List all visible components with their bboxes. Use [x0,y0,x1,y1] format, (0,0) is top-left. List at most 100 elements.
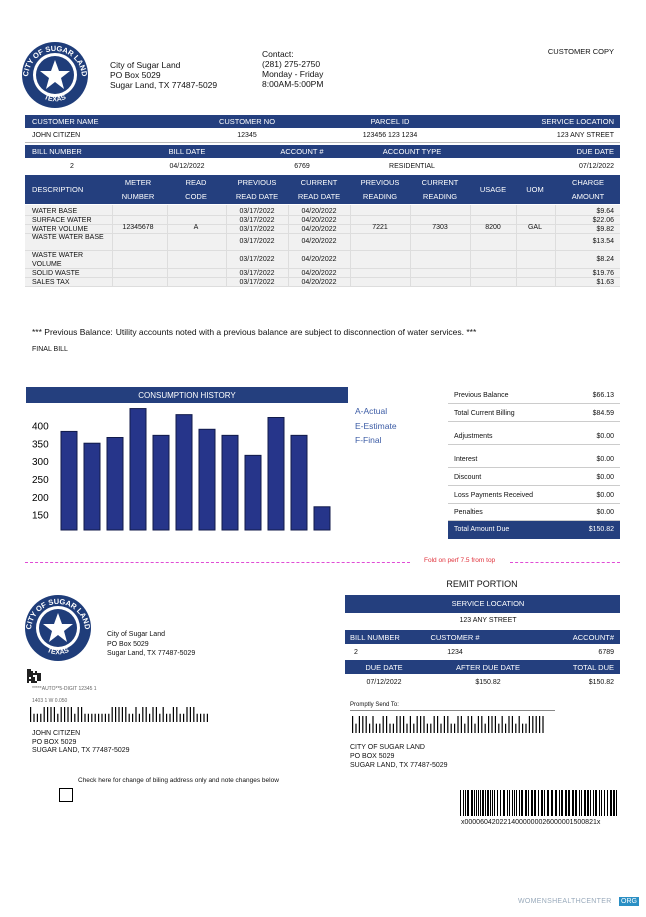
barcode-bar [535,716,537,733]
barcode-bar [40,713,42,722]
table-cell: 7303 [432,224,448,231]
table-cell: GAL [527,224,542,231]
summary-label: Interest [454,456,478,463]
column-rule [410,205,411,287]
column-header: BILL NUMBER [32,147,82,156]
notice-label: *** Previous Balance: [32,327,113,337]
barcode-bar [516,790,517,816]
route-line: 1403 1 W 0.050 [32,698,68,704]
barcode-bar [460,790,461,816]
barcode-bar [593,790,594,816]
summary-value: $0.00 [596,509,614,516]
fold-line [510,562,620,563]
auto-line: *****AUTO**5-DIGIT 12345 1 [32,686,97,692]
bar [175,414,193,531]
barcode-bar [613,790,615,816]
column-header: CUSTOMER NO [218,117,276,126]
column-header: AMOUNT [571,192,605,201]
table-cell: A [193,224,199,231]
table-cell: 03/17/2022 [239,216,275,224]
qr-cell [27,681,29,683]
barcode-bar [142,707,144,722]
column-header: AFTER DUE DATE [455,663,521,672]
copy-label: CUSTOMER COPY [547,47,614,56]
barcode-bar [409,716,411,733]
row-rule [25,215,620,216]
barcode-bar [67,707,69,722]
barcode-bar [362,716,364,733]
fold-line [25,562,410,563]
barcode-bar [478,790,479,816]
barcode-bar [169,713,171,722]
barcode-bar [189,707,191,722]
barcode-bar [464,723,466,733]
barcode-bar [423,716,425,733]
barcode-bar [488,716,490,733]
summary-rule [448,403,620,404]
column-rule [555,205,556,287]
table-cell: 123456 123 1234 [362,132,418,139]
barcode-bar [403,716,405,733]
barcode-bar [551,790,553,816]
barcode-bar [30,707,32,722]
amount-cell: $13.54 [592,238,614,245]
barcode-bar [101,713,103,722]
logo-star [40,60,70,89]
table-cell: 04/20/2022 [301,207,337,215]
barcode-bar [454,723,456,733]
barcode-bar [70,707,72,722]
bar [221,434,239,531]
sender-line: Sugar Land, TX 77487-5029 [107,650,196,657]
barcode-bar [590,790,591,816]
column-header: CURRENT [421,178,459,187]
qr-cell [29,679,31,681]
column-header: ACCOUNT # [280,147,324,156]
qr-cell [33,679,35,681]
barcode-bar [420,716,422,733]
barcode-bar [616,790,617,816]
barcode-bar [498,723,500,733]
barcode-bar [595,790,597,816]
checkbox-note: Check here for change of biling address … [78,777,279,784]
address-line: CITY OF SUGAR LAND [350,744,425,751]
barcode-bar [447,716,449,733]
table-cell: 04/20/2022 [301,256,337,263]
barcode-bar [179,713,181,722]
description-cell: WATER BASE [32,208,78,215]
summary-rule [448,503,620,504]
barcode-bar [528,790,529,816]
barcode-bar [501,716,503,733]
amount-cell: $9.64 [596,207,614,215]
sender-line: City of Sugar Land [110,60,181,70]
column-header: READ DATE [297,192,341,201]
barcode-bar [490,790,491,816]
barcode-bar [47,707,49,722]
column-header: READ [185,178,207,187]
amount-cell: $22.06 [592,216,614,224]
summary-label: Adjustments [454,433,493,440]
barcode-bar [77,707,79,722]
barcode-bar [433,716,435,733]
description-cell: WASTE WATER VOLUME [32,252,84,268]
barcode-bar [521,790,523,816]
summary-rule [448,485,620,486]
qr-cell [39,677,41,679]
barcode-bar [369,723,371,733]
barcode-bar [57,713,59,722]
table-cell: 04/20/2022 [301,269,337,277]
column-header: TOTAL DUE [572,663,614,672]
table-cell: 2 [354,649,358,656]
qr-cell [35,673,37,675]
table-cell: 04/20/2022 [301,278,337,286]
recipient-line: JOHN CITIZEN [32,730,81,737]
barcode [352,716,544,733]
qr-cell [31,677,33,679]
address-change-checkbox[interactable] [59,788,73,802]
barcode-bar [138,713,140,722]
barcode-bar [519,790,520,816]
barcode-bar [81,707,83,722]
summary-value: $66.13 [592,392,614,399]
barcode-bar [94,713,96,722]
column-rule [288,205,289,287]
y-tick-label: 350 [32,439,49,450]
